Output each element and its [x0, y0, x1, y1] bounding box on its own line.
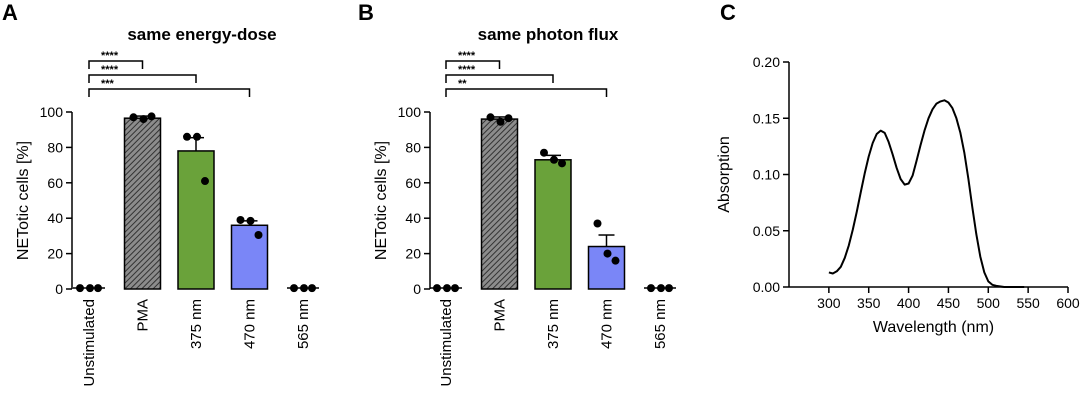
bar: [480, 118, 519, 290]
data-point: [665, 284, 673, 293]
data-point: [603, 249, 612, 258]
significance-label: ****: [458, 64, 476, 76]
bar-chart-energy-dose: 0 20 40 60 80 100 NETotic cells [%] Unstimulate…: [15, 50, 319, 387]
significance-label: ****: [101, 50, 119, 62]
data-point: [647, 284, 655, 293]
category-label: PMA: [135, 299, 152, 332]
category-label: 375 nm: [545, 299, 562, 349]
y-tick-label: 0.15: [753, 110, 780, 126]
bar-chart-photon-flux: 0 20 40 60 80 100 NETotic cells [%] Unstimulate…: [373, 50, 676, 387]
y-axis-label: NETotic cells [%]: [373, 141, 390, 260]
category-label: 565 nm: [295, 299, 312, 349]
absorption-curve: [828, 99, 1025, 288]
data-point: [486, 113, 495, 122]
data-point: [290, 284, 298, 293]
panel-letter-c: C: [720, 0, 736, 25]
panel-a: A same energy-dose 0 20 40 60 80 100 NETotic c…: [2, 0, 319, 387]
significance-label: ****: [458, 50, 476, 62]
x-tick-label: 400: [897, 295, 921, 311]
y-tick-label: 60: [405, 175, 421, 191]
y-tick-label: 80: [47, 139, 63, 155]
absorption-spectrum-chart: 0.00 0.05 0.10 0.15 0.20 300 350 400 450 500 550 60…: [716, 54, 1080, 336]
y-tick-label: 0.05: [753, 223, 780, 239]
data-point: [76, 284, 84, 293]
bar: [177, 150, 215, 290]
significance-bracket: [445, 88, 608, 97]
data-point: [246, 216, 255, 225]
bar: [123, 117, 162, 290]
data-point: [86, 284, 94, 293]
data-point: [496, 117, 505, 126]
data-point: [94, 284, 102, 293]
y-axis-label: NETotic cells [%]: [15, 141, 32, 260]
data-point: [147, 112, 156, 121]
x-tick-label: 500: [977, 295, 1001, 311]
data-point: [540, 148, 548, 157]
category-label: PMA: [492, 299, 509, 332]
x-tick-label: 600: [1056, 295, 1080, 311]
category-label: Unstimulated: [81, 299, 98, 387]
data-point: [183, 132, 191, 141]
panel-letter-a: A: [2, 0, 18, 25]
panel-letter-b: B: [358, 0, 374, 25]
y-tick-label: 0: [413, 281, 421, 297]
data-point: [201, 177, 209, 186]
significance-bracket: [88, 74, 197, 83]
data-point: [308, 284, 316, 293]
x-tick-label: 300: [817, 295, 841, 311]
significance-label: ***: [101, 78, 115, 90]
panel-c: C 0.00 0.05 0.10 0.15 0.20 300 350 400 450 500 550…: [716, 0, 1080, 336]
y-tick-label: 100: [40, 104, 64, 120]
y-tick-label: 20: [405, 246, 421, 262]
y-tick-label: 0.20: [753, 54, 780, 70]
data-point: [433, 284, 441, 293]
data-point: [254, 231, 263, 240]
data-point: [451, 284, 459, 293]
category-label: 470 nm: [242, 299, 259, 349]
y-tick-label: 100: [398, 104, 422, 120]
panel-a-title: same energy-dose: [127, 25, 276, 44]
y-tick-label: 40: [47, 210, 63, 226]
data-point: [550, 155, 558, 164]
data-point: [193, 132, 201, 141]
y-tick-label: 20: [47, 246, 63, 262]
y-axis-label: Absorption: [716, 136, 733, 213]
significance-bracket: [445, 74, 554, 83]
panel-b-title: same photon flux: [478, 25, 619, 44]
data-point: [129, 113, 138, 122]
bar: [534, 159, 572, 290]
data-point: [593, 219, 602, 228]
panel-b: B same photon flux 0 20 40 60 80 100 NETotic c…: [358, 0, 676, 387]
y-tick-label: 80: [405, 139, 421, 155]
y-tick-label: 0: [55, 281, 63, 297]
y-tick-label: 40: [405, 210, 421, 226]
category-label: Unstimulated: [438, 299, 455, 387]
category-label: 565 nm: [652, 299, 669, 349]
x-axis-label: Wavelength (nm): [873, 319, 994, 336]
category-label: 470 nm: [599, 299, 616, 349]
significance-label: ****: [101, 64, 119, 76]
y-tick-label: 0.10: [753, 167, 780, 183]
x-tick-label: 350: [857, 295, 881, 311]
data-point: [236, 215, 245, 224]
data-point: [300, 284, 308, 293]
category-label: 375 nm: [188, 299, 205, 349]
x-tick-label: 450: [937, 295, 961, 311]
data-point: [611, 256, 620, 265]
significance-label: **: [458, 78, 467, 90]
significance-bracket: [445, 60, 501, 69]
data-point: [558, 159, 566, 168]
x-tick-label: 550: [1016, 295, 1040, 311]
y-tick-label: 60: [47, 175, 63, 191]
data-point: [139, 115, 148, 124]
data-point: [443, 284, 451, 293]
y-tick-label: 0.00: [753, 279, 780, 295]
significance-bracket: [88, 88, 251, 97]
significance-bracket: [88, 60, 144, 69]
data-point: [504, 114, 513, 123]
data-point: [657, 284, 665, 293]
